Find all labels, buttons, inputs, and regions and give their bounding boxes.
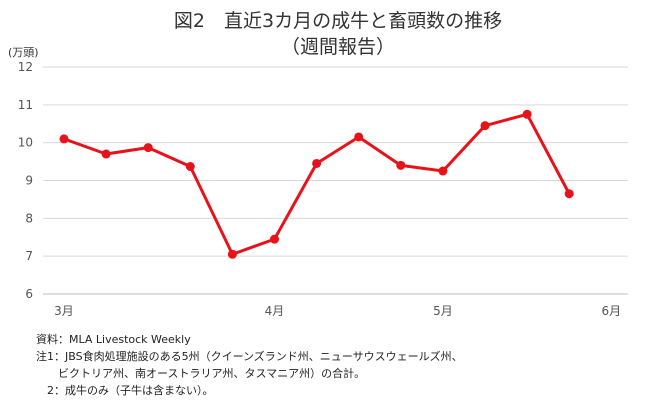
data-point-1 <box>59 134 69 144</box>
gridlines <box>43 66 628 295</box>
data-point-3 <box>143 143 153 153</box>
footnote-source: 資料：MLA Livestock Weekly <box>36 333 191 346</box>
footnote-1-cont: ビクトリア州、南オーストラリア州、タスマニア州）の合計。 <box>36 367 366 380</box>
x-tick-label-4: 6月 <box>601 304 621 318</box>
x-axis-ticks: 3月 4月 5月 6月 <box>54 304 621 318</box>
y-axis-ticks: 6 7 8 9 10 11 12 <box>18 60 33 301</box>
data-point-9 <box>396 160 406 170</box>
footnote-1: 注1：JBS食肉処理施設のある5州（クイーンズランド州、ニューサウスウェールズ州… <box>36 350 463 363</box>
chart-title-line2: （週間報告） <box>281 36 395 58</box>
x-tick-label-2: 4月 <box>265 304 285 318</box>
data-point-4 <box>185 162 195 172</box>
data-point-10 <box>438 166 448 176</box>
data-point-11 <box>480 121 490 131</box>
data-point-6 <box>270 234 279 244</box>
data-point-13 <box>564 189 574 199</box>
chart-title-line1: 図2 直近3カ月の成牛と畜頭数の推移 <box>174 10 502 32</box>
footnote-2: 2：成牛のみ（子牛は含まない）。 <box>36 384 214 397</box>
y-tick-label-8: 8 <box>25 211 33 225</box>
data-point-7 <box>312 158 322 168</box>
y-tick-label-11: 11 <box>18 98 33 112</box>
data-point-8 <box>354 132 364 142</box>
y-tick-label-9: 9 <box>25 174 33 188</box>
data-point-2 <box>101 149 111 159</box>
x-tick-label-3: 5月 <box>433 304 453 318</box>
y-tick-label-7: 7 <box>25 249 33 263</box>
y-axis-unit-label: (万頭) <box>8 46 39 59</box>
series-line-1 <box>63 112 571 256</box>
y-tick-label-12: 12 <box>18 60 33 74</box>
y-tick-label-6: 6 <box>25 287 33 301</box>
footnotes: 資料：MLA Livestock Weekly 注1：JBS食肉処理施設のある5… <box>36 331 463 399</box>
y-tick-label-10: 10 <box>18 136 33 150</box>
data-point-12 <box>522 109 532 119</box>
x-tick-label-1: 3月 <box>54 304 74 318</box>
data-point-5 <box>227 249 237 259</box>
series-group <box>59 109 574 259</box>
